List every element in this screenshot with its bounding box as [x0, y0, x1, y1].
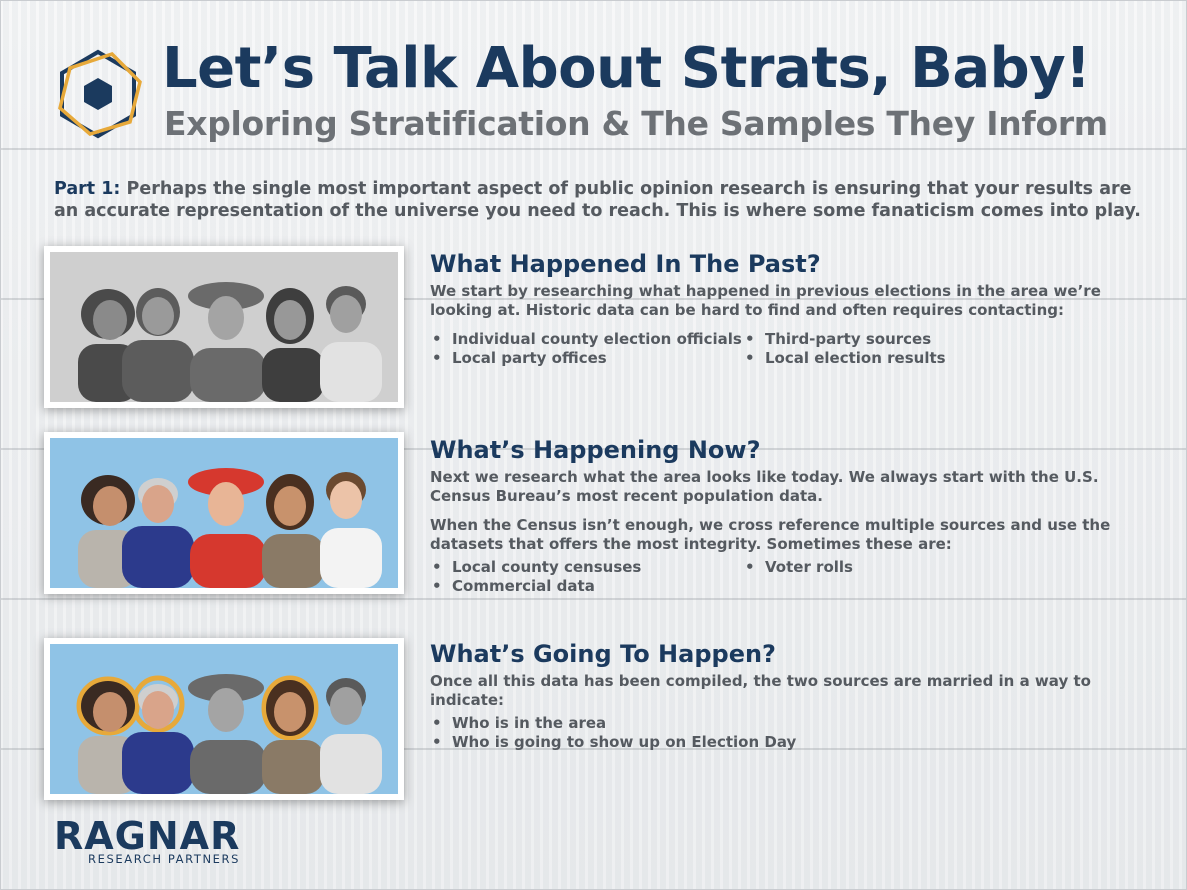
section-heading: What’s Going To Happen?	[430, 640, 776, 668]
list-item: Local election results	[743, 349, 1043, 368]
section-now: What’s Happening Now? Next we research w…	[430, 436, 1150, 596]
list-item: Local county censuses	[430, 558, 743, 577]
section-past: What Happened In The Past? We start by r…	[430, 250, 1150, 368]
brand-logo: RAGNAR RESEARCH PARTNERS	[54, 814, 254, 870]
list-item: Who is in the area	[430, 714, 930, 733]
list-item: Commercial data	[430, 577, 743, 596]
list-item: Local party offices	[430, 349, 743, 368]
list-item: Voter rolls	[743, 558, 1043, 577]
group-photo-color	[50, 438, 398, 588]
photo-future	[44, 638, 404, 800]
brand-tagline: RESEARCH PARTNERS	[88, 852, 241, 866]
intro-paragraph: Part 1: Perhaps the single most importan…	[54, 178, 1144, 222]
section-future: What’s Going To Happen? Once all this da…	[430, 640, 1150, 752]
photo-now	[44, 432, 404, 594]
section-paragraph: When the Census isn’t enough, we cross r…	[430, 516, 1111, 553]
section-paragraph: We start by researching what happened in…	[430, 282, 1101, 319]
hexagon-icon	[58, 49, 142, 139]
list-item: Individual county election officials	[430, 330, 743, 349]
intro-lead: Part 1:	[54, 179, 121, 199]
section-heading: What’s Happening Now?	[430, 436, 761, 464]
photo-past	[44, 246, 404, 408]
list-item: Third-party sources	[743, 330, 1043, 349]
bullet-list: Local county censuses Voter rolls Commer…	[430, 558, 1150, 596]
group-photo-grayscale	[50, 252, 398, 402]
page-title: Let’s Talk About Strats, Baby!	[162, 36, 1091, 101]
bullet-list: Individual county election officials Thi…	[430, 330, 1150, 368]
section-heading: What Happened In The Past?	[430, 250, 821, 278]
section-paragraph: Next we research what the area looks lik…	[430, 468, 1099, 505]
bullet-list: Who is in the area Who is going to show …	[430, 714, 1150, 752]
section-paragraph: Once all this data has been compiled, th…	[430, 672, 1091, 709]
list-item: Who is going to show up on Election Day	[430, 733, 930, 752]
group-photo-highlighted	[50, 644, 398, 794]
brand-name: RAGNAR	[54, 814, 241, 858]
intro-text: Perhaps the single most important aspect…	[54, 179, 1141, 221]
page-subtitle: Exploring Stratification & The Samples T…	[164, 104, 1108, 143]
